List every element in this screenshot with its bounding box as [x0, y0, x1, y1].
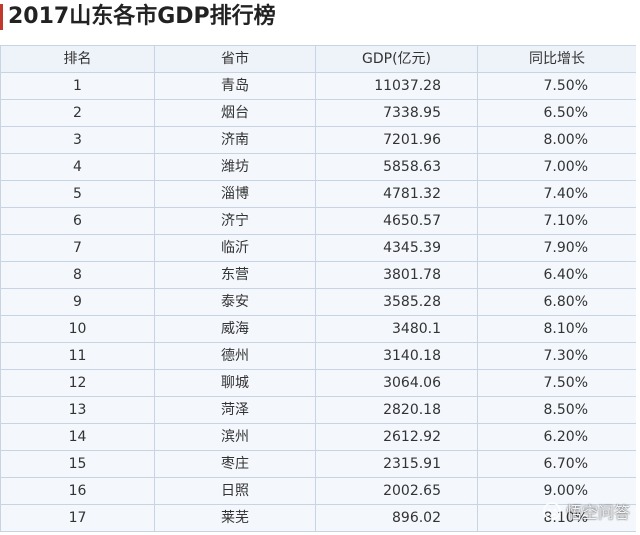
cell-city: 日照 [154, 477, 316, 505]
gdp-table-container: 排名 省市 GDP(亿元) 同比增长 1 青岛 11037.28 7.50% 2 烟台 73… [0, 45, 636, 535]
table-row: 12 聊城 3064.06 7.50% [0, 369, 636, 397]
cell-rank: 9 [0, 288, 155, 316]
cell-rank: 13 [0, 396, 155, 424]
cell-rank: 4 [0, 153, 155, 181]
cell-gdp: 2315.91 [315, 450, 478, 478]
cell-city: 东营 [154, 261, 316, 289]
cell-city: 枣庄 [154, 450, 316, 478]
table-row: 4 潍坊 5858.63 7.00% [0, 153, 636, 181]
page-title: 2017山东各市GDP排行榜 [8, 4, 276, 29]
table-row: 10 威海 3480.1 8.10% [0, 315, 636, 343]
cell-gdp: 3480.1 [315, 315, 478, 343]
cell-growth: 8.50% [477, 396, 636, 424]
table-row: 2 烟台 7338.95 6.50% [0, 99, 636, 127]
cell-city: 德州 [154, 342, 316, 370]
table-row: 17 莱芜 896.02 8.10% [0, 504, 636, 532]
table-row: 8 东营 3801.78 6.40% [0, 261, 636, 289]
watermark: 悟空问答 [542, 499, 630, 523]
wukong-logo-icon [543, 502, 561, 520]
cell-gdp: 4781.32 [315, 180, 478, 208]
cell-city: 潍坊 [154, 153, 316, 181]
cell-gdp: 7338.95 [315, 99, 478, 127]
title-accent-bar [0, 4, 3, 30]
table-row: 6 济宁 4650.57 7.10% [0, 207, 636, 235]
cell-growth: 7.00% [477, 153, 636, 181]
title-bar: 2017山东各市GDP排行榜 [0, 0, 640, 40]
cell-growth: 7.30% [477, 342, 636, 370]
cell-rank: 11 [0, 342, 155, 370]
table-row: 14 滨州 2612.92 6.20% [0, 423, 636, 451]
table-row: 11 德州 3140.18 7.30% [0, 342, 636, 370]
cell-city: 济宁 [154, 207, 316, 235]
table-row: 7 临沂 4345.39 7.90% [0, 234, 636, 262]
cell-city: 莱芜 [154, 504, 316, 532]
table-header-row: 排名 省市 GDP(亿元) 同比增长 [0, 45, 636, 73]
cell-gdp: 3064.06 [315, 369, 478, 397]
cell-city: 菏泽 [154, 396, 316, 424]
cell-city: 滨州 [154, 423, 316, 451]
cell-growth: 6.70% [477, 450, 636, 478]
table-row: 9 泰安 3585.28 6.80% [0, 288, 636, 316]
cell-gdp: 2612.92 [315, 423, 478, 451]
cell-gdp: 896.02 [315, 504, 478, 532]
cell-growth: 6.40% [477, 261, 636, 289]
cell-gdp: 3801.78 [315, 261, 478, 289]
table-row: 1 青岛 11037.28 7.50% [0, 72, 636, 100]
cell-gdp: 4650.57 [315, 207, 478, 235]
cell-gdp: 3585.28 [315, 288, 478, 316]
cell-city: 济南 [154, 126, 316, 154]
cell-gdp: 2820.18 [315, 396, 478, 424]
cell-city: 聊城 [154, 369, 316, 397]
cell-growth: 7.50% [477, 72, 636, 100]
cell-growth: 8.10% [477, 315, 636, 343]
cell-rank: 10 [0, 315, 155, 343]
cell-city: 威海 [154, 315, 316, 343]
table-row: 3 济南 7201.96 8.00% [0, 126, 636, 154]
cell-rank: 3 [0, 126, 155, 154]
cell-city: 淄博 [154, 180, 316, 208]
cell-gdp: 11037.28 [315, 72, 478, 100]
cell-rank: 14 [0, 423, 155, 451]
cell-city: 烟台 [154, 99, 316, 127]
cell-growth: 6.20% [477, 423, 636, 451]
cell-growth: 9.00% [477, 477, 636, 505]
cell-rank: 1 [0, 72, 155, 100]
cell-growth: 7.10% [477, 207, 636, 235]
cell-rank: 7 [0, 234, 155, 262]
table-row: 5 淄博 4781.32 7.40% [0, 180, 636, 208]
header-city: 省市 [154, 45, 316, 73]
cell-rank: 12 [0, 369, 155, 397]
cell-growth: 7.40% [477, 180, 636, 208]
cell-gdp: 4345.39 [315, 234, 478, 262]
table-row: 16 日照 2002.65 9.00% [0, 477, 636, 505]
cell-city: 泰安 [154, 288, 316, 316]
gdp-ranking-table: 排名 省市 GDP(亿元) 同比增长 1 青岛 11037.28 7.50% 2 烟台 73… [0, 45, 636, 532]
cell-rank: 16 [0, 477, 155, 505]
table-row: 15 枣庄 2315.91 6.70% [0, 450, 636, 478]
cell-gdp: 2002.65 [315, 477, 478, 505]
table-body: 1 青岛 11037.28 7.50% 2 烟台 7338.95 6.50% 3 济南 7201.9… [0, 72, 636, 532]
cell-growth: 6.50% [477, 99, 636, 127]
cell-rank: 15 [0, 450, 155, 478]
cell-city: 青岛 [154, 72, 316, 100]
table-row: 13 菏泽 2820.18 8.50% [0, 396, 636, 424]
cell-gdp: 5858.63 [315, 153, 478, 181]
cell-growth: 6.80% [477, 288, 636, 316]
cell-city: 临沂 [154, 234, 316, 262]
header-gdp: GDP(亿元) [315, 45, 478, 73]
cell-gdp: 7201.96 [315, 126, 478, 154]
header-growth: 同比增长 [477, 45, 636, 73]
cell-rank: 2 [0, 99, 155, 127]
cell-rank: 17 [0, 504, 155, 532]
cell-growth: 7.90% [477, 234, 636, 262]
cell-growth: 7.50% [477, 369, 636, 397]
cell-gdp: 3140.18 [315, 342, 478, 370]
cell-growth: 8.00% [477, 126, 636, 154]
watermark-text: 悟空问答 [565, 503, 630, 522]
header-rank: 排名 [0, 45, 155, 73]
cell-rank: 5 [0, 180, 155, 208]
cell-rank: 8 [0, 261, 155, 289]
cell-rank: 6 [0, 207, 155, 235]
